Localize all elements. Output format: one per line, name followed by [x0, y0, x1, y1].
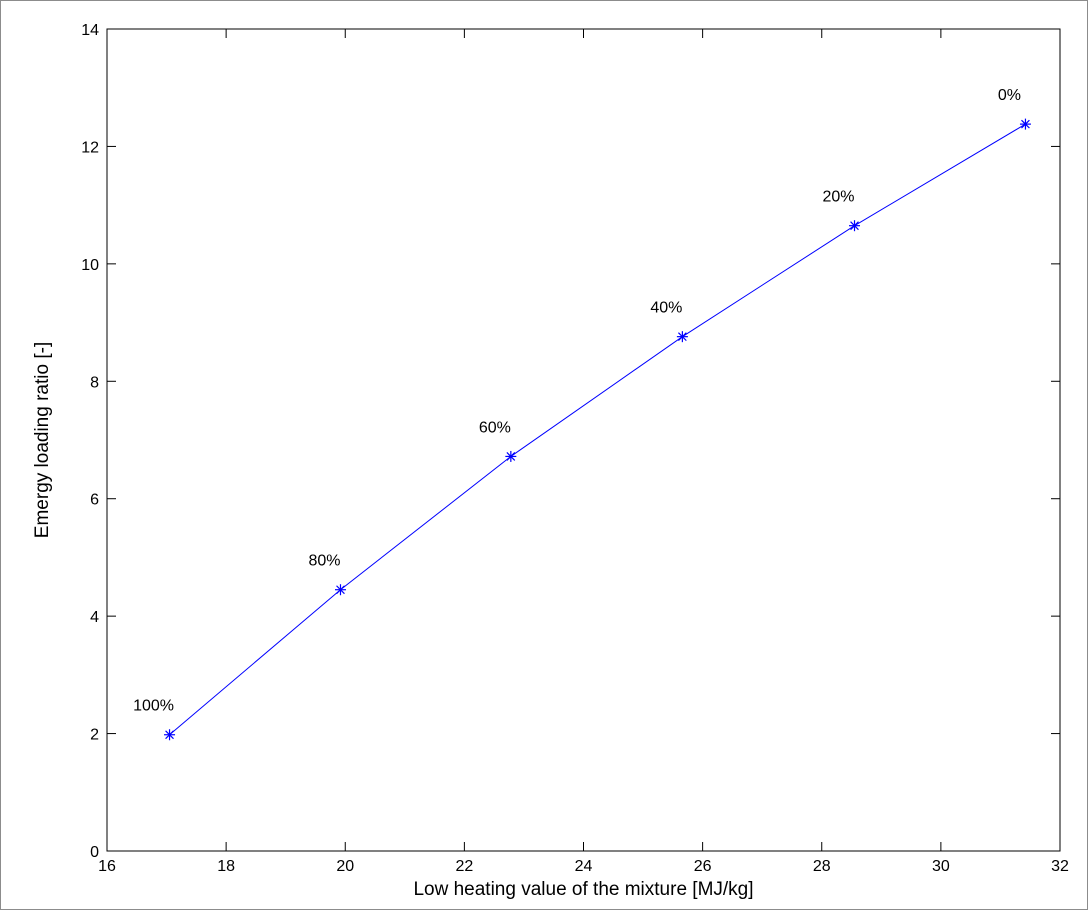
- data-point-marker: [334, 584, 346, 596]
- y-tick-label: 2: [90, 727, 99, 744]
- data-label: 100%: [133, 698, 174, 715]
- x-tick-label: 26: [694, 858, 712, 875]
- y-tick-label: 12: [81, 139, 99, 156]
- x-tick-label: 18: [217, 858, 235, 875]
- x-tick-label: 24: [575, 858, 593, 875]
- series-line-path: [169, 123, 1026, 736]
- data-point-marker: [676, 331, 688, 343]
- data-label: 80%: [308, 553, 340, 570]
- y-tick-label: 10: [81, 257, 99, 274]
- series-line: [169, 123, 1026, 736]
- data-label: 20%: [822, 189, 854, 206]
- x-tick-label: 28: [813, 858, 831, 875]
- x-tick-label: 22: [455, 858, 473, 875]
- x-tick-label: 32: [1051, 858, 1069, 875]
- data-point-marker: [505, 450, 517, 462]
- data-point-marker: [849, 220, 861, 232]
- y-tick-label: 6: [90, 492, 99, 509]
- y-tick-label: 0: [90, 844, 99, 861]
- markers: [164, 118, 1031, 741]
- x-tick-label: 30: [932, 858, 950, 875]
- y-tick-label: 14: [81, 22, 99, 39]
- x-tick-label: 20: [336, 858, 354, 875]
- y-axis-label: Emergy loading ratio [-]: [32, 342, 53, 538]
- point-labels: 100% 80% 60% 40% 20% 0%: [133, 87, 1021, 715]
- axes-box: [106, 28, 1061, 852]
- data-point-marker: [164, 729, 176, 741]
- x-tick-label: 16: [98, 858, 116, 875]
- data-label: 40%: [650, 300, 682, 317]
- data-label: 60%: [479, 419, 511, 436]
- data-point-marker: [1019, 118, 1031, 130]
- x-axis-label: Low heating value of the mixture [MJ/kg]: [413, 879, 753, 900]
- y-tick-label: 8: [90, 374, 99, 391]
- y-tick-label: 4: [90, 609, 99, 626]
- data-label: 0%: [998, 87, 1021, 104]
